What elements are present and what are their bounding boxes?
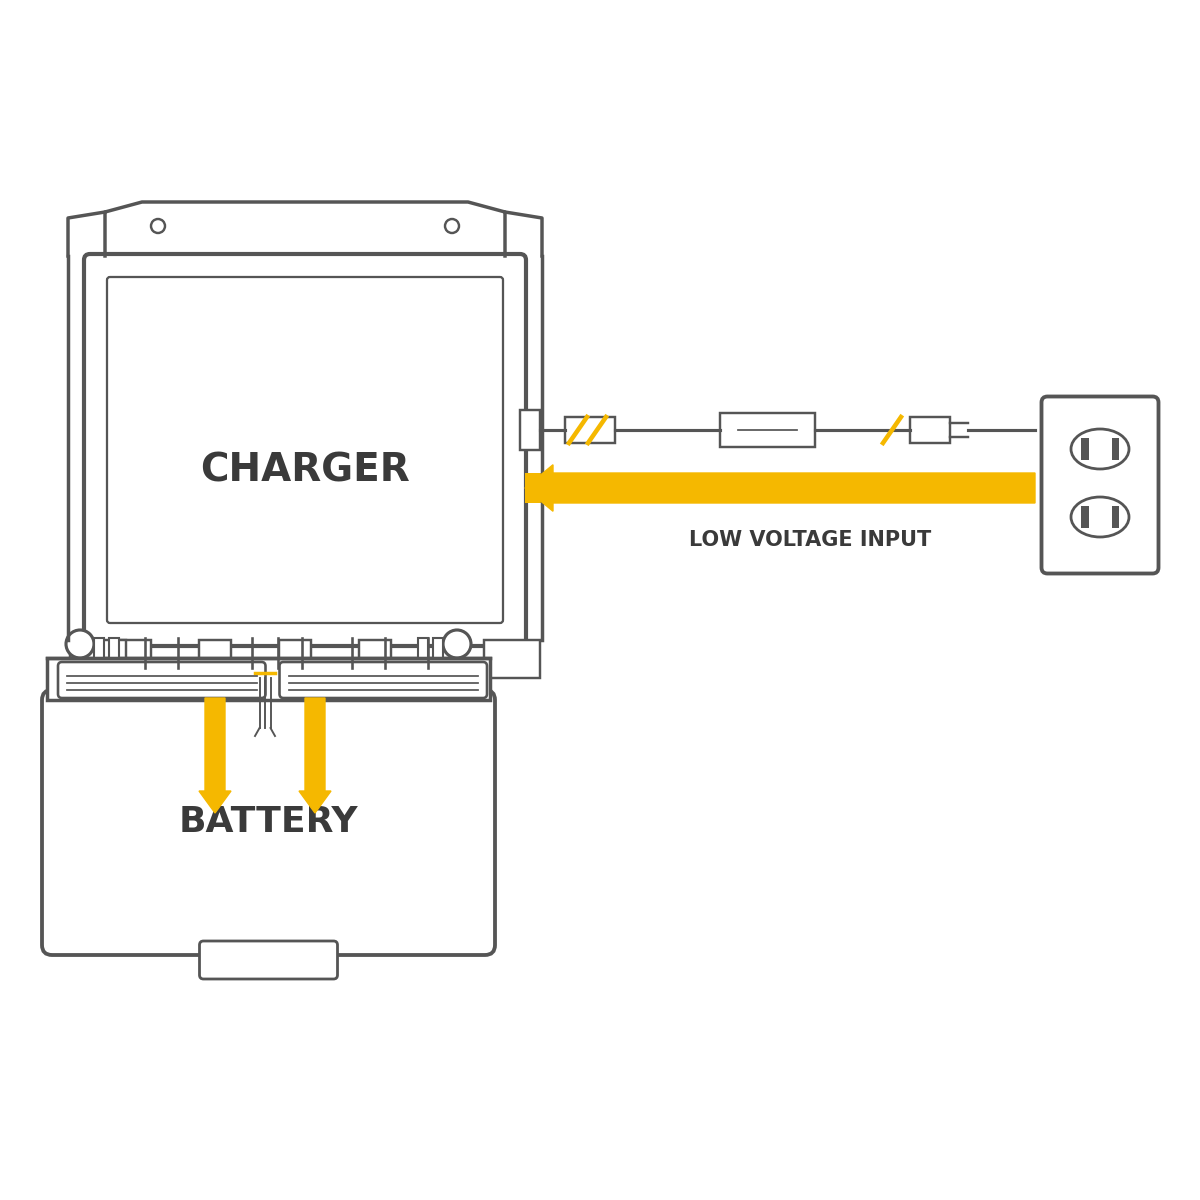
Bar xyxy=(865,473,887,503)
Circle shape xyxy=(443,630,470,658)
Bar xyxy=(526,473,546,503)
FancyBboxPatch shape xyxy=(42,690,496,955)
Circle shape xyxy=(151,218,166,233)
Bar xyxy=(94,638,104,658)
FancyArrow shape xyxy=(526,464,1034,511)
Bar xyxy=(70,640,126,678)
Bar xyxy=(1111,438,1120,460)
Text: LOW VOLTAGE INPUT: LOW VOLTAGE INPUT xyxy=(689,530,931,550)
Bar xyxy=(433,638,443,658)
Bar xyxy=(1081,438,1088,460)
Circle shape xyxy=(66,630,94,658)
Text: BATTERY: BATTERY xyxy=(179,805,359,840)
Bar xyxy=(910,416,950,443)
Bar xyxy=(1081,506,1088,528)
Bar xyxy=(720,413,815,446)
Text: CHARGER: CHARGER xyxy=(200,451,410,490)
FancyArrow shape xyxy=(199,698,230,814)
Bar xyxy=(907,473,929,503)
Bar xyxy=(418,638,428,658)
Bar xyxy=(738,473,758,503)
Bar xyxy=(199,640,230,668)
FancyBboxPatch shape xyxy=(1042,396,1158,574)
Bar xyxy=(568,473,589,503)
FancyArrow shape xyxy=(299,698,331,814)
Bar xyxy=(359,640,391,668)
FancyBboxPatch shape xyxy=(280,662,487,698)
Bar xyxy=(565,416,616,443)
Bar xyxy=(109,638,119,658)
FancyBboxPatch shape xyxy=(58,662,265,698)
Bar xyxy=(484,640,540,678)
FancyBboxPatch shape xyxy=(107,277,503,623)
Bar xyxy=(780,473,802,503)
Bar xyxy=(695,473,716,503)
FancyBboxPatch shape xyxy=(199,941,337,979)
Bar xyxy=(950,473,971,503)
Circle shape xyxy=(445,218,460,233)
Bar xyxy=(610,473,631,503)
Ellipse shape xyxy=(1072,428,1129,469)
Bar xyxy=(119,640,151,668)
Bar xyxy=(278,640,311,668)
Bar xyxy=(653,473,673,503)
Bar xyxy=(992,473,1014,503)
Bar xyxy=(1111,506,1120,528)
Ellipse shape xyxy=(1072,497,1129,538)
Bar xyxy=(520,410,540,450)
Bar xyxy=(822,473,844,503)
Bar xyxy=(47,658,490,700)
FancyBboxPatch shape xyxy=(84,254,526,646)
